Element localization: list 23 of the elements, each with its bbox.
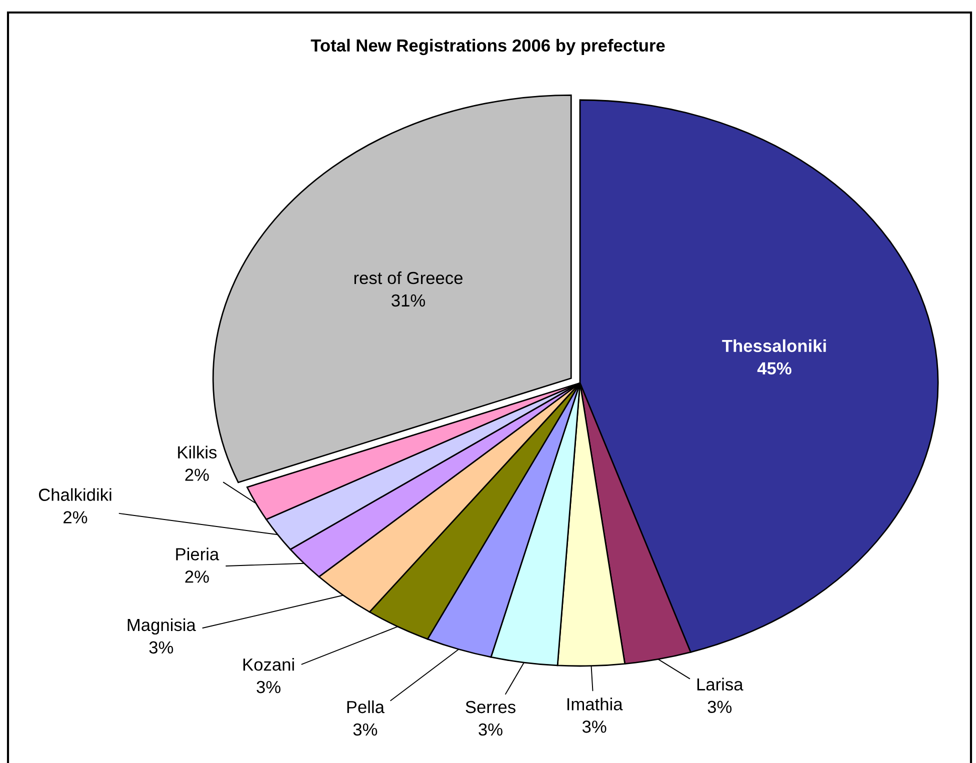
slice-label: Thessaloniki [722,339,826,352]
data-label: 3% [149,641,174,654]
slice-label: Larisa [697,678,744,691]
slice-label: Pieria [176,548,220,560]
data-label: 3% [256,680,280,694]
slice-label: rest of Greece [354,271,462,284]
data-label: 3% [353,723,378,736]
slice-label: Chalkidiki [38,488,112,501]
slice-label: Kozani [243,658,294,671]
slice-label: Pella [347,700,384,714]
data-label: 31% [392,294,426,307]
slice-label: Kilkis [178,446,217,458]
slice-label: Magnisia [128,618,196,635]
data-label: 3% [478,723,502,736]
data-label: 45% [757,362,792,375]
data-label: 2% [64,511,88,524]
data-label: 3% [708,700,732,714]
slice-label: Serres [466,700,516,714]
slice-label: Imathia [567,698,623,710]
chart-title: Total New Registrations 2006 by prefecture [310,38,665,56]
data-label: 2% [185,468,209,481]
data-label: 3% [582,720,606,733]
data-label: 2% [185,570,209,583]
